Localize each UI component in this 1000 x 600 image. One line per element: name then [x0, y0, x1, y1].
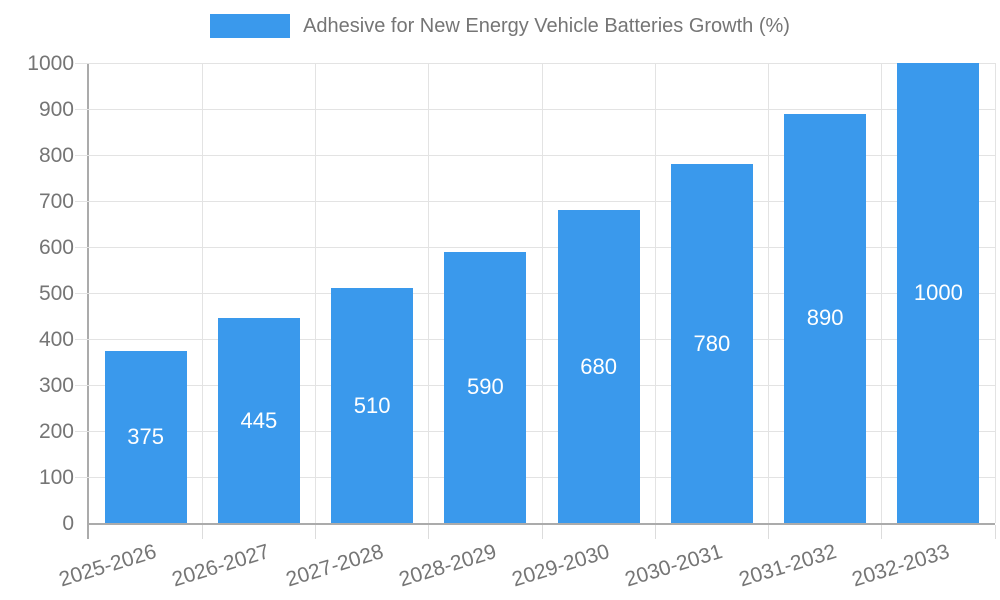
h-gridline: [75, 200, 995, 202]
h-gridline: [75, 476, 995, 478]
x-axis-tick-mark: [768, 525, 769, 539]
bar: 780: [670, 164, 753, 523]
x-axis-tick-label: 2025-2026: [56, 540, 160, 592]
x-axis-tick-label: 2027-2028: [283, 540, 386, 592]
y-axis-tick-label: 600: [38, 235, 74, 259]
y-axis-tick-label: 700: [38, 189, 74, 213]
bar-value-label: 1000: [913, 280, 963, 305]
x-axis-tick-mark: [201, 525, 203, 539]
v-gridline: [994, 63, 996, 523]
bar: 510: [331, 288, 414, 523]
y-axis-tick-label: 300: [38, 373, 74, 397]
v-gridline: [428, 63, 430, 523]
v-gridline: [201, 63, 203, 523]
y-axis-tick-label: 200: [38, 419, 74, 443]
y-axis-tick-label: 1000: [27, 51, 74, 75]
v-gridline: [654, 63, 656, 523]
bar: 680: [557, 210, 640, 523]
bar: 1000: [897, 63, 980, 523]
legend-swatch: [210, 14, 291, 38]
h-gridline: [75, 154, 995, 156]
bar-value-label: 375: [127, 423, 164, 449]
h-gridline: [75, 384, 995, 386]
x-axis-tick-mark: [654, 525, 656, 539]
x-axis-tick-mark: [428, 525, 430, 539]
plot-area: 375 445 510 590 680 780 890 1000 2025-2026 2026-…: [57, 62, 996, 591]
x-axis-tick-label: 2032-2033: [849, 540, 953, 592]
x-axis-tick-label: 2031-2032: [736, 540, 839, 592]
bar-value-label: 890: [806, 305, 844, 331]
x-axis-tick-mark: [541, 525, 543, 539]
h-gridline: [75, 246, 995, 248]
v-gridline: [541, 63, 543, 523]
bar: 375: [104, 350, 187, 523]
x-axis-tick-mark: [994, 525, 996, 539]
legend-label: Adhesive for New Energy Vehicle Batterie…: [303, 14, 790, 37]
y-axis-tick-label: 500: [38, 281, 74, 305]
bar-value-label: 680: [580, 353, 617, 379]
x-axis-tick-label: 2029-2030: [509, 540, 613, 592]
bar-value-label: 445: [240, 407, 278, 433]
x-axis-tick-label: 2026-2027: [169, 540, 273, 592]
x-axis-tick-label: 2028-2029: [396, 540, 500, 592]
bar: 445: [217, 318, 300, 523]
h-gridline: [75, 430, 995, 432]
bar-value-label: 510: [353, 392, 391, 418]
x-axis-tick-mark: [315, 525, 316, 539]
y-axis-tick-label: 900: [38, 97, 74, 121]
v-gridline: [315, 63, 316, 523]
h-gridline: [75, 292, 995, 294]
bar-value-label: 590: [467, 374, 504, 400]
bar-value-label: 780: [693, 330, 731, 356]
h-gridline: [75, 338, 995, 340]
bar: 590: [444, 251, 527, 523]
h-gridline: [75, 108, 995, 110]
legend-item[interactable]: Adhesive for New Energy Vehicle Batterie…: [0, 14, 1000, 38]
bar: 890: [784, 113, 867, 523]
y-axis-tick-extension: [87, 523, 89, 539]
h-gridline: [75, 62, 995, 64]
y-axis-tick-label: 400: [38, 327, 74, 351]
y-axis-tick-label: 0: [62, 511, 74, 535]
y-axis-tick-label: 800: [38, 143, 74, 167]
x-axis-tick-mark: [881, 525, 883, 539]
x-axis-tick-label: 2030-2031: [622, 540, 726, 592]
y-axis-tick-label: 100: [38, 465, 74, 489]
v-gridline: [881, 63, 883, 523]
v-gridline: [768, 63, 769, 523]
